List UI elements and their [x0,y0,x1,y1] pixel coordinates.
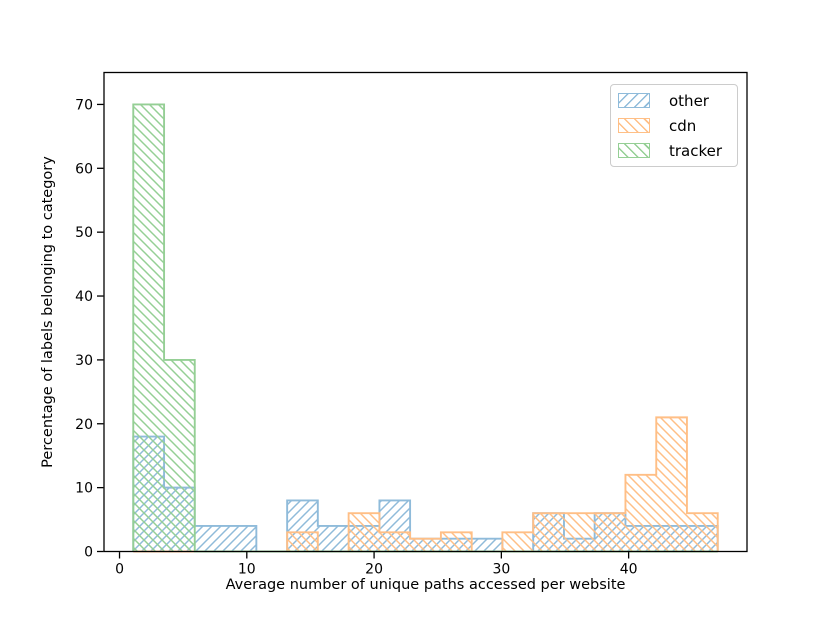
legend: other cdn tracker [610,84,738,167]
axis-ticks: 0 10 20 30 40 0 10 20 30 40 50 60 70 [75,97,637,577]
legend-label-cdn: cdn [669,116,697,135]
y-tick-label: 70 [75,97,93,113]
y-axis-label: Percentage of labels belonging to catego… [40,156,56,468]
y-tick-label: 0 [84,545,93,561]
legend-row-tracker: tracker [618,142,730,160]
plot-area [103,71,748,553]
y-tick-label: 50 [75,225,93,241]
legend-row-cdn: cdn [618,117,730,135]
series-cdn-bars [133,416,719,553]
legend-swatch-cdn-icon [618,118,650,133]
y-tick-label: 40 [75,289,93,305]
legend-label-other: other [669,91,709,110]
x-tick-label: 20 [365,562,383,578]
x-tick-label: 10 [238,562,256,578]
legend-row-other: other [618,92,730,110]
x-tick-label: 30 [492,562,510,578]
x-tick-label: 0 [115,562,124,578]
y-tick-label: 10 [75,481,93,497]
x-tick-label: 40 [620,562,638,578]
y-tick-label: 30 [75,353,93,369]
y-tick-label: 60 [75,161,93,177]
legend-swatch-other-icon [618,93,650,108]
legend-swatch-tracker-icon [618,143,650,158]
legend-label-tracker: tracker [669,141,723,160]
x-axis-label: Average number of unique paths accessed … [225,577,626,593]
y-tick-label: 20 [75,417,93,433]
